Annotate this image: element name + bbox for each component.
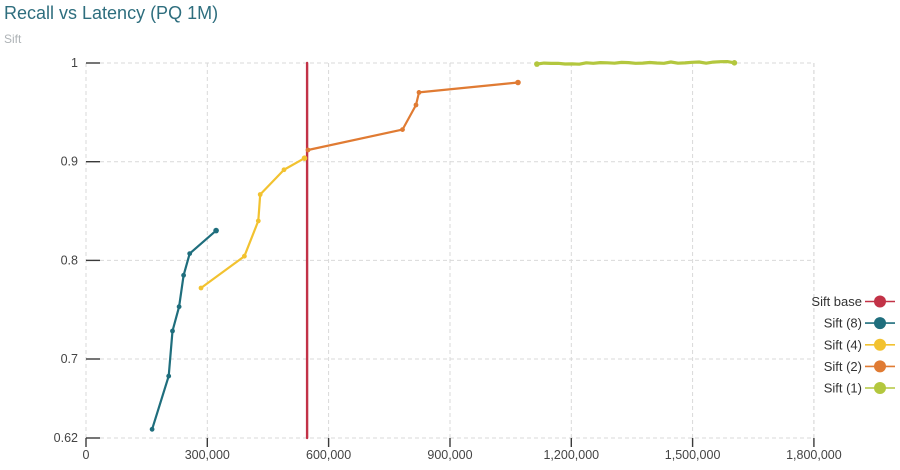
svg-text:1,500,000: 1,500,000 <box>665 448 721 462</box>
svg-text:0.62: 0.62 <box>54 431 78 445</box>
svg-text:0.7: 0.7 <box>61 352 78 366</box>
svg-text:0: 0 <box>83 448 90 462</box>
svg-text:1,200,000: 1,200,000 <box>543 448 599 462</box>
svg-text:Sift (2): Sift (2) <box>824 359 862 374</box>
svg-text:1: 1 <box>71 56 78 70</box>
svg-text:600,000: 600,000 <box>306 448 351 462</box>
svg-text:Sift (8): Sift (8) <box>824 316 862 331</box>
svg-text:900,000: 900,000 <box>427 448 472 462</box>
svg-text:Sift base: Sift base <box>811 294 862 309</box>
svg-text:0.8: 0.8 <box>61 253 78 267</box>
svg-text:0.9: 0.9 <box>61 155 78 169</box>
svg-text:Sift (1): Sift (1) <box>824 381 862 396</box>
svg-text:300,000: 300,000 <box>185 448 230 462</box>
svg-text:1,800,000: 1,800,000 <box>786 448 842 462</box>
svg-text:Sift (4): Sift (4) <box>824 337 862 352</box>
